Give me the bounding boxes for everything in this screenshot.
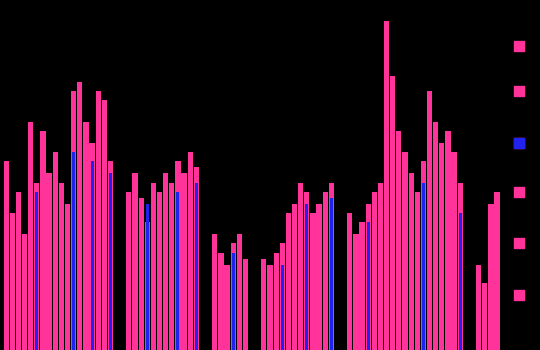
- Bar: [163, 174, 168, 350]
- Bar: [261, 259, 266, 350]
- Bar: [139, 198, 144, 350]
- Bar: [145, 222, 150, 350]
- Bar: [195, 183, 198, 350]
- Bar: [243, 259, 248, 350]
- Point: [514, 43, 523, 48]
- Bar: [108, 161, 113, 350]
- Bar: [292, 204, 297, 350]
- Bar: [281, 265, 284, 350]
- Bar: [194, 167, 199, 350]
- Bar: [384, 21, 389, 350]
- Bar: [330, 198, 333, 350]
- Bar: [59, 183, 64, 350]
- Bar: [225, 265, 230, 350]
- Point: [514, 140, 523, 146]
- Point: [514, 292, 523, 298]
- Bar: [231, 244, 236, 350]
- Bar: [83, 122, 89, 350]
- Bar: [488, 204, 494, 350]
- Bar: [286, 213, 291, 350]
- Bar: [34, 183, 39, 350]
- Bar: [322, 192, 328, 350]
- Bar: [457, 183, 463, 350]
- Bar: [90, 143, 94, 350]
- Bar: [495, 192, 500, 350]
- Bar: [422, 183, 425, 350]
- Bar: [218, 253, 224, 350]
- Bar: [28, 122, 33, 350]
- Point: [514, 89, 523, 94]
- Bar: [212, 234, 218, 350]
- Bar: [353, 234, 359, 350]
- Bar: [396, 131, 401, 350]
- Bar: [177, 192, 179, 350]
- Bar: [16, 192, 21, 350]
- Bar: [476, 265, 481, 350]
- Bar: [126, 192, 131, 350]
- Bar: [372, 192, 377, 350]
- Bar: [415, 192, 420, 350]
- Bar: [109, 174, 112, 350]
- Bar: [237, 234, 242, 350]
- Bar: [91, 161, 93, 350]
- Bar: [409, 174, 414, 350]
- Bar: [157, 192, 162, 350]
- Bar: [132, 174, 138, 350]
- Bar: [451, 152, 457, 350]
- Bar: [458, 213, 462, 350]
- Bar: [35, 192, 38, 350]
- Bar: [378, 183, 383, 350]
- Bar: [305, 204, 308, 350]
- Bar: [427, 91, 432, 350]
- Bar: [433, 122, 438, 350]
- Bar: [65, 204, 70, 350]
- Bar: [151, 183, 156, 350]
- Bar: [316, 204, 322, 350]
- Bar: [46, 174, 52, 350]
- Bar: [71, 91, 76, 350]
- Bar: [40, 131, 45, 350]
- Bar: [187, 152, 193, 350]
- Bar: [366, 204, 371, 350]
- Bar: [232, 253, 235, 350]
- Bar: [274, 253, 279, 350]
- Bar: [10, 213, 15, 350]
- Bar: [96, 91, 101, 350]
- Bar: [169, 183, 174, 350]
- Bar: [482, 283, 488, 350]
- Bar: [280, 244, 285, 350]
- Bar: [4, 161, 9, 350]
- Bar: [102, 100, 107, 350]
- Bar: [77, 82, 83, 350]
- Bar: [402, 152, 408, 350]
- Bar: [176, 161, 180, 350]
- Bar: [298, 183, 303, 350]
- Bar: [146, 204, 149, 350]
- Point: [514, 241, 523, 246]
- Bar: [390, 76, 395, 350]
- Bar: [52, 152, 58, 350]
- Bar: [181, 174, 187, 350]
- Bar: [310, 213, 315, 350]
- Bar: [367, 222, 370, 350]
- Point: [514, 140, 523, 146]
- Bar: [22, 234, 27, 350]
- Bar: [446, 131, 450, 350]
- Bar: [439, 143, 444, 350]
- Bar: [267, 265, 273, 350]
- Bar: [347, 213, 353, 350]
- Bar: [329, 183, 334, 350]
- Bar: [360, 222, 365, 350]
- Point: [514, 189, 523, 195]
- Bar: [304, 192, 309, 350]
- Bar: [72, 152, 75, 350]
- Bar: [421, 161, 426, 350]
